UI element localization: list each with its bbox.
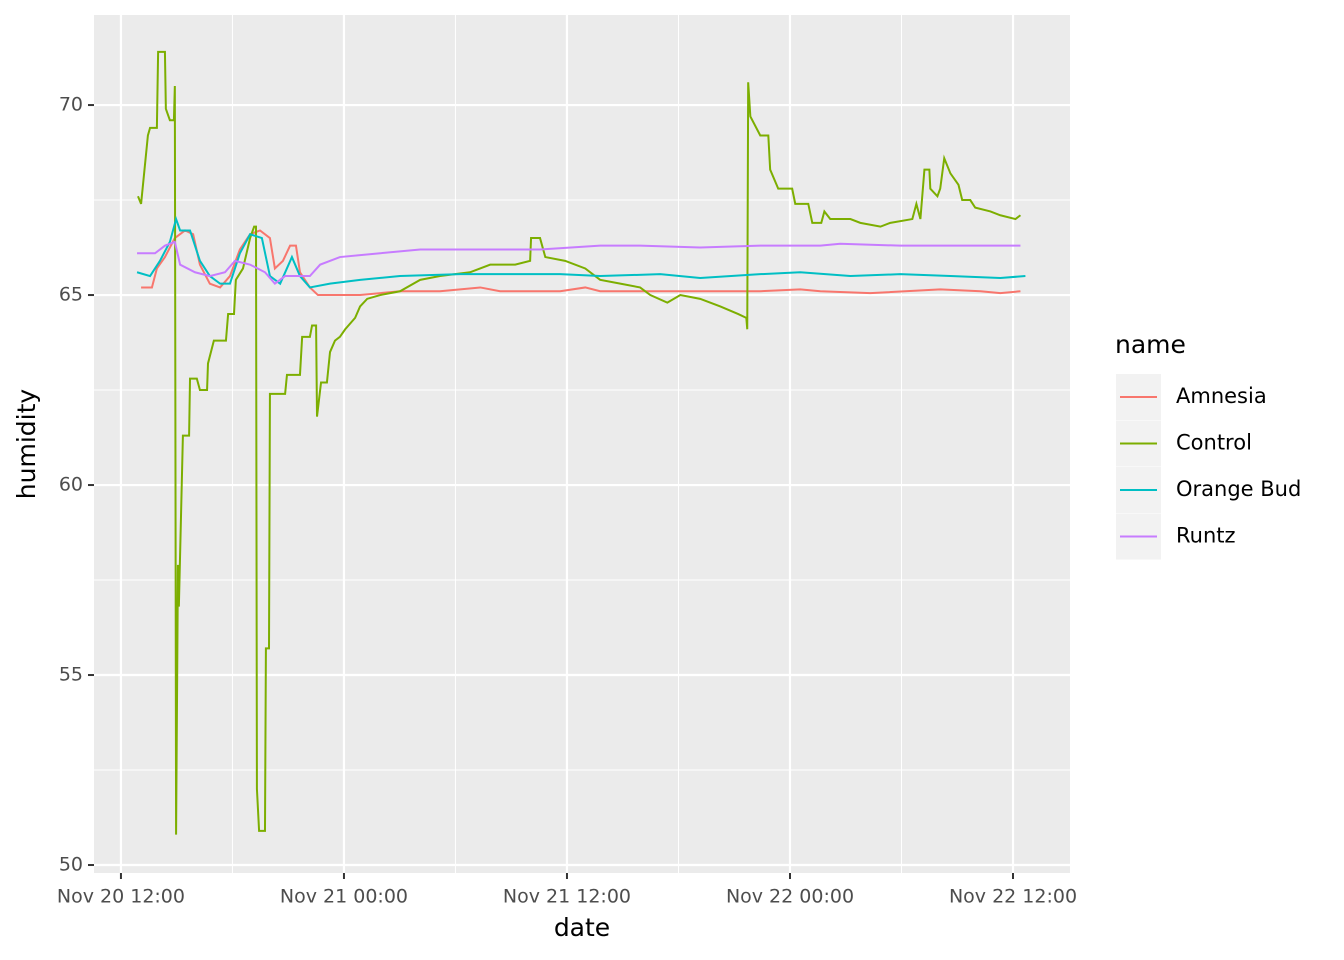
x-tick-label: Nov 22 00:00 bbox=[726, 886, 854, 908]
x-tick-label: Nov 21 00:00 bbox=[280, 886, 408, 908]
legend: name Amnesia Control Orange Bud Runtz bbox=[1115, 330, 1301, 560]
x-axis-title: date bbox=[554, 913, 610, 942]
series-line bbox=[137, 240, 1021, 286]
x-tick-label: Nov 20 12:00 bbox=[57, 886, 185, 908]
y-tick-label: 65 bbox=[59, 284, 83, 306]
lines bbox=[136, 50, 1026, 835]
y-tick-label: 60 bbox=[59, 474, 83, 496]
legend-label: Runtz bbox=[1176, 524, 1236, 548]
y-axis-title: humidity bbox=[12, 389, 41, 500]
legend-label: Amnesia bbox=[1176, 384, 1267, 408]
series-line bbox=[137, 50, 1022, 835]
legend-label: Control bbox=[1176, 431, 1252, 455]
y-tick-label: 50 bbox=[59, 854, 83, 876]
axes: 50 55 60 65 70 Nov 20 12:00 Nov 21 00:00 Nov 21… bbox=[57, 94, 1077, 908]
y-tick-label: 55 bbox=[59, 664, 83, 686]
x-tick-label: Nov 21 12:00 bbox=[503, 886, 631, 908]
legend-label: Orange Bud bbox=[1176, 477, 1301, 501]
x-tick-label: Nov 22 12:00 bbox=[949, 886, 1077, 908]
y-tick-label: 70 bbox=[59, 94, 83, 116]
legend-title: name bbox=[1115, 330, 1186, 359]
plot-panel bbox=[94, 15, 1070, 873]
